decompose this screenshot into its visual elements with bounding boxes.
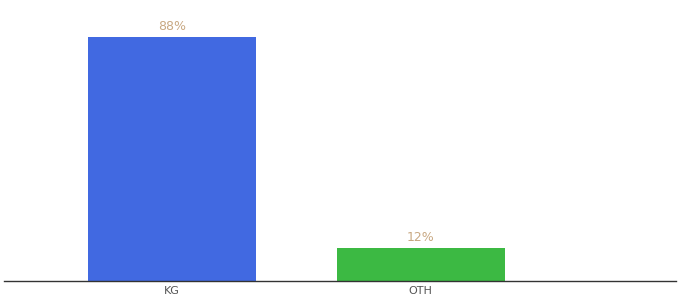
- Bar: [88, 38, 256, 281]
- Text: 88%: 88%: [158, 20, 186, 33]
- Bar: [337, 248, 505, 281]
- Text: 12%: 12%: [407, 231, 435, 244]
